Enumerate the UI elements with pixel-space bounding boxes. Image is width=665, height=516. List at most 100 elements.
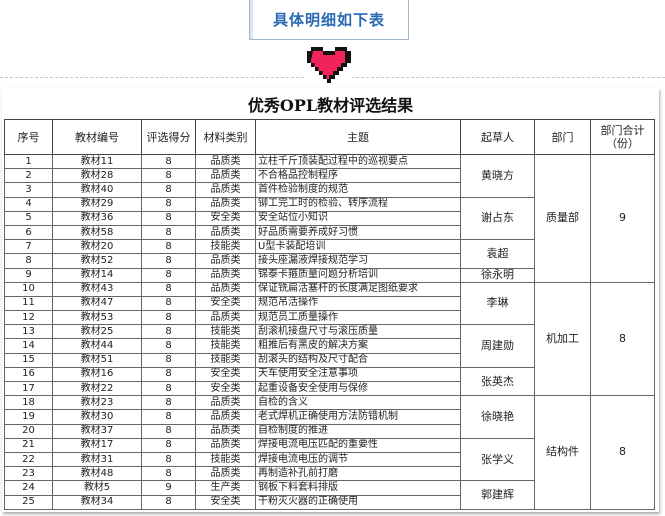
cell-score: 8 xyxy=(141,494,196,510)
cell-topic: 自检制度的推进 xyxy=(255,423,461,439)
cell-drafter: 徐晓艳 xyxy=(460,395,535,439)
cell-no: 10 xyxy=(4,281,53,297)
cell-material-id: 教材30 xyxy=(52,409,142,425)
result-sheet: 优秀OPL教材评选结果 序号 教材编号 评选得分 材料类别 主题 起草人 部门 部门合计（份）… xyxy=(2,88,659,512)
cell-score: 9 xyxy=(141,480,196,496)
cell-department: 机加工 xyxy=(534,281,591,397)
cell-material-id: 教材40 xyxy=(52,182,142,198)
cell-topic: 再制造补孔前打磨 xyxy=(255,466,461,482)
cell-department-total: 9 xyxy=(590,154,655,283)
cell-no: 1 xyxy=(4,153,53,170)
cell-drafter: 李琳 xyxy=(460,281,535,326)
cell-score: 8 xyxy=(141,267,196,283)
cell-material-id: 教材47 xyxy=(52,295,142,312)
cell-category: 品质类 xyxy=(195,168,256,184)
table-row: 2 教材28 8 品质类 不合格品控制程序 xyxy=(4,168,655,184)
table-row: 7 教材20 8 技能类 U型卡装配培训 袁超 xyxy=(4,239,655,269)
cell-category: 品质类 xyxy=(195,395,256,411)
cell-topic: 刮滚机接盘尺寸与滚压质量 xyxy=(255,324,461,340)
cell-drafter: 周建勋 xyxy=(460,324,535,368)
cell-topic: 粗推后有黑皮的解决方案 xyxy=(255,338,461,354)
cell-score: 8 xyxy=(141,423,196,439)
cell-no: 16 xyxy=(4,366,53,383)
cell-topic: 立柱千斤顶装配过程中的巡视要点 xyxy=(255,153,461,170)
cell-topic: 安全站位小知识 xyxy=(255,210,461,226)
table-row: 10 教材43 8 品质类 保证铣扁活塞杆的长度满足图纸要求 李琳 机加工 8 xyxy=(4,281,655,397)
table-row: 17 教材22 8 安全类 起重设备安全使用与保修 xyxy=(4,380,655,397)
cell-topic: 焊接电流电压的调节 xyxy=(255,451,461,468)
cell-material-id: 教材51 xyxy=(52,352,142,368)
cell-no: 3 xyxy=(4,182,53,198)
heart-icon xyxy=(306,43,352,83)
header-category: 材料类别 xyxy=(195,119,256,155)
cell-no: 18 xyxy=(4,395,53,411)
cell-category: 安全类 xyxy=(195,366,256,383)
cell-score: 8 xyxy=(141,253,196,269)
cell-score: 8 xyxy=(141,366,196,383)
cell-department-total: 8 xyxy=(590,281,655,397)
cell-no: 15 xyxy=(4,352,53,368)
table-row: 15 教材51 8 技能类 刮滚头的结构及尺寸配合 xyxy=(4,352,655,368)
table-row: 20 教材37 8 品质类 自检制度的推进 xyxy=(4,423,655,439)
cell-category: 安全类 xyxy=(195,295,256,312)
cell-topic: 焊接电流电压匹配的重要性 xyxy=(255,437,461,453)
cell-no: 22 xyxy=(4,451,53,468)
cell-topic: 铆工完工时的检验、转序流程 xyxy=(255,196,461,212)
cell-no: 8 xyxy=(4,253,53,269)
cell-no: 24 xyxy=(4,480,53,496)
cell-score: 8 xyxy=(141,168,196,184)
cell-topic: 老式焊机正确使用方法防错机制 xyxy=(255,409,461,425)
cell-topic: 锦泰卡箍质量问题分析培训 xyxy=(255,267,461,283)
cell-score: 8 xyxy=(141,409,196,425)
cell-score: 8 xyxy=(141,239,196,255)
cell-drafter: 谢占东 xyxy=(460,196,535,241)
table-row: 6 教材58 8 品质类 好品质需要养成好习惯 xyxy=(4,224,655,241)
cell-drafter: 黄晓方 xyxy=(460,154,535,198)
cell-department: 质量部 xyxy=(534,154,591,283)
cell-no: 14 xyxy=(4,338,53,354)
banner-label: 具体明细如下表 xyxy=(272,11,385,29)
cell-category: 品质类 xyxy=(195,466,256,482)
sheet-title: 优秀OPL教材评选结果 xyxy=(247,96,414,115)
cell-material-id: 教材25 xyxy=(52,324,142,340)
header-department-total: 部门合计（份） xyxy=(590,119,655,155)
cell-material-id: 教材53 xyxy=(52,310,142,326)
cell-category: 技能类 xyxy=(195,352,256,368)
cell-material-id: 教材43 xyxy=(52,281,142,297)
cell-category: 技能类 xyxy=(195,338,256,354)
table-row: 5 教材36 8 安全类 安全站位小知识 xyxy=(4,210,655,226)
cell-score: 8 xyxy=(141,451,196,468)
cell-material-id: 教材16 xyxy=(52,366,142,383)
cell-no: 19 xyxy=(4,409,53,425)
section-banner: 具体明细如下表 xyxy=(249,0,409,40)
cell-material-id: 教材23 xyxy=(52,395,142,411)
cell-topic: 不合格品控制程序 xyxy=(255,168,461,184)
cell-material-id: 教材34 xyxy=(52,494,142,510)
cell-topic: 钢板下料套料排版 xyxy=(255,480,461,496)
cell-material-id: 教材36 xyxy=(52,210,142,226)
header-no: 序号 xyxy=(4,119,53,155)
cell-material-id: 教材20 xyxy=(52,239,142,255)
header-department: 部门 xyxy=(534,119,591,155)
table-row: 25 教材34 8 安全类 干粉灭火器的正确使用 xyxy=(4,494,655,510)
cell-drafter: 袁超 xyxy=(460,239,535,269)
table-row: 1 教材11 8 品质类 立柱千斤顶装配过程中的巡视要点 黄晓方 质量部 9 xyxy=(4,153,655,283)
cell-topic: 刮滚头的结构及尺寸配合 xyxy=(255,352,461,368)
cell-category: 品质类 xyxy=(195,437,256,453)
table-row: 8 教材52 8 品质类 接头座漏液焊接规范学习 xyxy=(4,253,655,269)
cell-no: 4 xyxy=(4,196,53,212)
cell-no: 7 xyxy=(4,239,53,255)
cell-material-id: 教材31 xyxy=(52,451,142,468)
table-row: 19 教材30 8 品质类 老式焊机正确使用方法防错机制 xyxy=(4,409,655,425)
cell-category: 品质类 xyxy=(195,224,256,241)
cell-score: 8 xyxy=(141,210,196,226)
header-material-id: 教材编号 xyxy=(52,119,142,155)
cell-topic: 保证铣扁活塞杆的长度满足图纸要求 xyxy=(255,281,461,297)
cell-category: 技能类 xyxy=(195,451,256,468)
cell-category: 品质类 xyxy=(195,267,256,283)
header-topic: 主题 xyxy=(255,119,461,155)
cell-score: 8 xyxy=(141,352,196,368)
cell-material-id: 教材22 xyxy=(52,380,142,397)
cell-material-id: 教材5 xyxy=(52,480,142,496)
cell-no: 12 xyxy=(4,310,53,326)
